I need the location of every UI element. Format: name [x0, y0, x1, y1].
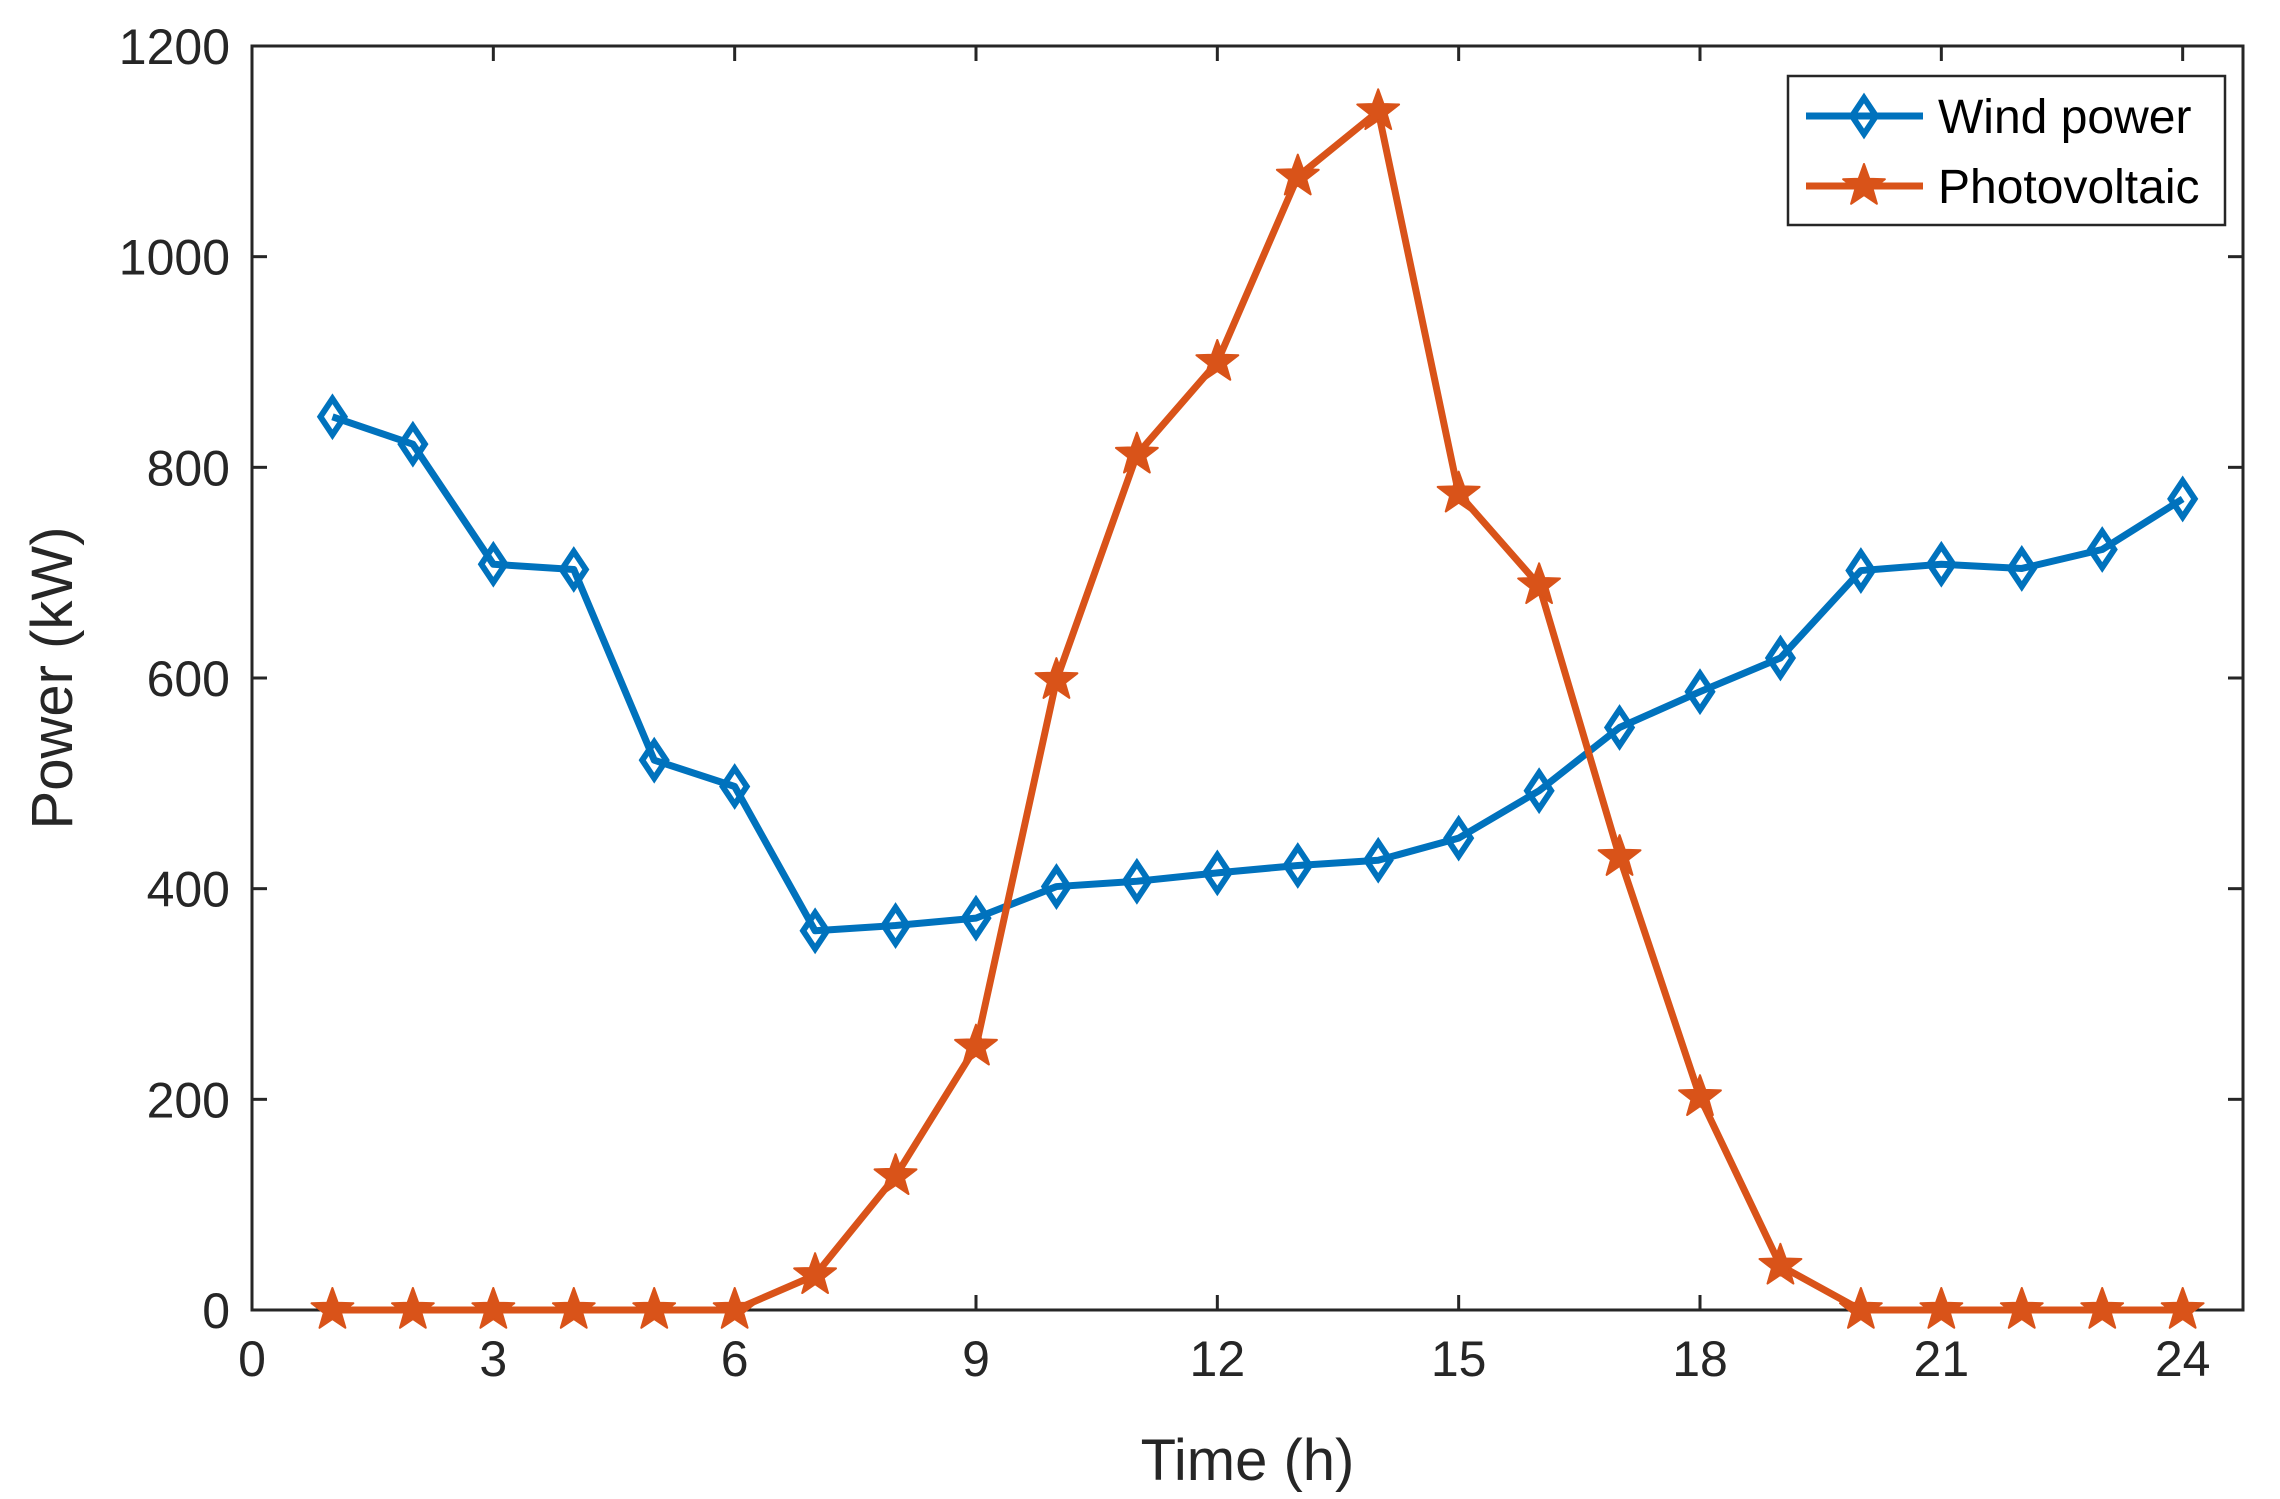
data-point [2086, 526, 2118, 573]
data-point [477, 540, 509, 588]
x-tick-label: 12 [1190, 1331, 1246, 1387]
y-tick-label: 200 [147, 1072, 230, 1128]
x-tick-label: 0 [238, 1331, 266, 1387]
data-point [1839, 1287, 1883, 1329]
y-tick-label: 1200 [119, 19, 230, 75]
legend-marker [1848, 92, 1880, 140]
x-tick-label: 18 [1672, 1331, 1728, 1387]
y-axis-label: Power (kW) [20, 527, 85, 830]
data-point [1517, 562, 1561, 605]
x-tick-label: 6 [721, 1331, 749, 1387]
data-point [712, 1287, 757, 1329]
data-point [316, 393, 349, 441]
data-point [1436, 470, 1481, 513]
data-point [1919, 1287, 1964, 1329]
data-point [960, 894, 992, 942]
data-point [638, 736, 670, 784]
data-point [799, 907, 831, 955]
data-point [1845, 547, 1877, 594]
data-point [879, 902, 912, 949]
x-tick-label: 3 [479, 1331, 507, 1387]
data-point [1275, 153, 1320, 196]
data-point [1362, 836, 1394, 884]
legend-item: Photovoltaic [1806, 161, 2200, 214]
series-layer [310, 88, 2205, 1329]
series-photovoltaic [310, 88, 2205, 1329]
data-point [1999, 1287, 2044, 1329]
data-point [873, 1153, 918, 1195]
data-point [793, 1252, 837, 1294]
x-tick-label: 21 [1914, 1331, 1970, 1387]
data-point [2006, 545, 2038, 592]
legend-label: Photovoltaic [1938, 161, 2200, 214]
legend: Wind power Photovoltaic [1786, 74, 2227, 227]
legend-item: Wind power [1806, 91, 2191, 144]
data-point [397, 420, 429, 468]
data-point [1523, 767, 1555, 815]
data-point [1115, 431, 1159, 474]
series-wind-power [316, 393, 2199, 955]
legend-label: Wind power [1938, 91, 2191, 144]
y-tick-label: 400 [147, 862, 230, 918]
data-point [310, 1287, 355, 1329]
data-point [1040, 863, 1073, 910]
data-point [632, 1287, 677, 1329]
data-point [391, 1287, 435, 1329]
data-point [1121, 857, 1153, 905]
data-point [2160, 1287, 2205, 1329]
y-tick-label: 0 [202, 1283, 230, 1339]
data-point [558, 546, 590, 593]
data-point [1925, 540, 1957, 588]
data-point [1195, 339, 1240, 381]
data-point [954, 1023, 998, 1066]
x-axis-label: Time (h) [1141, 1428, 1355, 1493]
data-point [1443, 814, 1475, 862]
data-point [1603, 704, 1636, 751]
data-point [551, 1287, 596, 1329]
x-tick-label: 15 [1431, 1331, 1487, 1387]
axes: 0 3 6 9 12 15 18 21 24 0 200 400 600 800 1000 1200 [119, 19, 2245, 1387]
data-point [1764, 634, 1797, 682]
x-tick-label: 9 [962, 1331, 990, 1387]
data-point [1282, 842, 1314, 889]
data-point [2080, 1287, 2125, 1329]
data-point [719, 763, 751, 810]
data-point [1356, 88, 1401, 131]
data-point [1758, 1242, 1803, 1285]
data-point [1684, 668, 1716, 716]
data-point [2167, 475, 2199, 523]
y-tick-label: 1000 [119, 230, 230, 286]
legend-marker [1842, 163, 1886, 205]
data-point [1597, 834, 1642, 876]
data-point [1678, 1074, 1722, 1116]
y-tick-label: 600 [147, 651, 230, 707]
data-point [471, 1287, 516, 1329]
data-point [1201, 849, 1233, 897]
x-tick-label: 24 [2155, 1331, 2211, 1387]
y-tick-label: 800 [147, 440, 230, 496]
data-point [1034, 657, 1079, 699]
